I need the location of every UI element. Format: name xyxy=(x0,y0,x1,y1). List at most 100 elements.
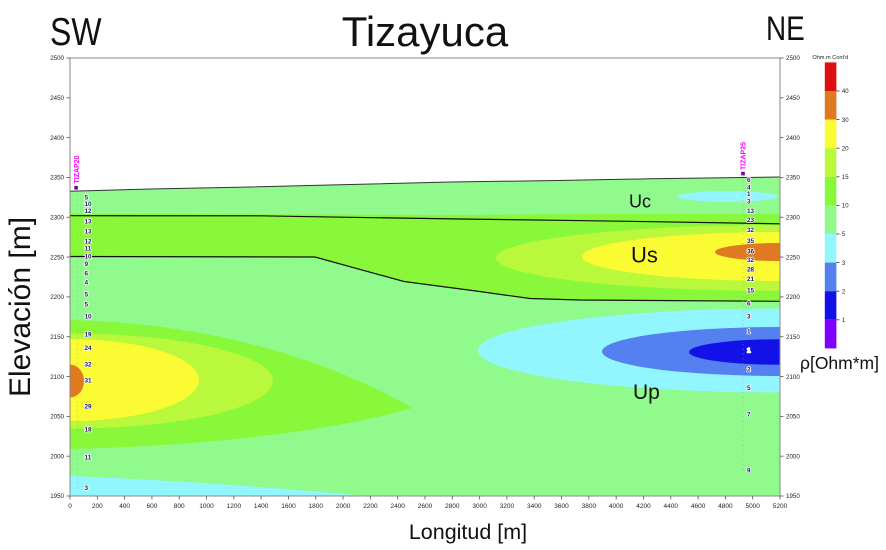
svg-text:15: 15 xyxy=(842,175,849,181)
svg-text:2050: 2050 xyxy=(50,414,64,421)
svg-text:3: 3 xyxy=(842,261,846,267)
svg-text:40: 40 xyxy=(842,89,849,95)
svg-text:2400: 2400 xyxy=(50,135,64,142)
svg-text:2250: 2250 xyxy=(786,254,800,261)
svg-text:3: 3 xyxy=(747,198,751,205)
svg-text:13: 13 xyxy=(85,228,93,235)
svg-text:2800: 2800 xyxy=(445,503,460,510)
svg-text:13: 13 xyxy=(85,218,93,225)
svg-text:2200: 2200 xyxy=(50,294,64,301)
svg-text:9: 9 xyxy=(747,467,751,474)
svg-text:0: 0 xyxy=(68,503,72,510)
svg-text:5: 5 xyxy=(85,291,89,298)
svg-text:1400: 1400 xyxy=(254,503,269,510)
svg-text:2050: 2050 xyxy=(786,414,800,421)
svg-text:2400: 2400 xyxy=(390,503,405,510)
svg-text:3000: 3000 xyxy=(472,503,487,510)
svg-text:2100: 2100 xyxy=(786,374,800,381)
svg-text:4000: 4000 xyxy=(609,503,624,510)
svg-text:2150: 2150 xyxy=(786,334,800,341)
svg-text:36: 36 xyxy=(747,248,755,255)
svg-text:24: 24 xyxy=(85,345,93,352)
svg-text:20: 20 xyxy=(842,146,849,152)
svg-text:1: 1 xyxy=(747,191,751,198)
svg-text:ρ[Ohm*m]: ρ[Ohm*m] xyxy=(800,353,879,373)
svg-text:23: 23 xyxy=(747,217,755,224)
svg-text:10: 10 xyxy=(85,253,93,260)
svg-text:2300: 2300 xyxy=(786,214,800,221)
svg-text:2000: 2000 xyxy=(50,453,64,460)
svg-text:4600: 4600 xyxy=(691,503,706,510)
svg-text:2150: 2150 xyxy=(50,334,64,341)
svg-text:12: 12 xyxy=(85,208,93,215)
svg-text:Ohm.m Cont'd: Ohm.m Cont'd xyxy=(812,55,848,61)
svg-text:1: 1 xyxy=(747,347,751,354)
svg-text:3: 3 xyxy=(85,485,89,492)
svg-text:32: 32 xyxy=(747,227,755,234)
svg-text:3600: 3600 xyxy=(554,503,569,510)
svg-text:Up: Up xyxy=(633,381,660,404)
svg-text:5: 5 xyxy=(85,301,89,308)
svg-text:4800: 4800 xyxy=(718,503,733,510)
svg-text:2200: 2200 xyxy=(786,294,800,301)
svg-text:2350: 2350 xyxy=(50,175,64,182)
svg-text:NE: NE xyxy=(766,9,805,47)
svg-text:4200: 4200 xyxy=(636,503,651,510)
svg-text:1600: 1600 xyxy=(281,503,296,510)
svg-text:6: 6 xyxy=(85,270,89,277)
svg-text:TIZAP20: TIZAP20 xyxy=(74,155,81,183)
svg-text:1950: 1950 xyxy=(786,493,800,500)
svg-text:5000: 5000 xyxy=(745,503,760,510)
svg-text:5: 5 xyxy=(842,232,846,238)
svg-text:28: 28 xyxy=(747,266,755,273)
svg-text:3200: 3200 xyxy=(500,503,515,510)
svg-text:29: 29 xyxy=(85,403,93,410)
svg-text:Longitud [m]: Longitud [m] xyxy=(409,520,527,544)
svg-text:TIZAP25: TIZAP25 xyxy=(741,142,748,170)
svg-text:1950: 1950 xyxy=(50,493,64,500)
svg-text:Elevación [m]: Elevación [m] xyxy=(4,217,37,397)
svg-text:2: 2 xyxy=(747,366,751,373)
svg-text:Us: Us xyxy=(631,243,658,268)
svg-text:2250: 2250 xyxy=(50,254,64,261)
svg-text:1: 1 xyxy=(747,328,751,335)
svg-text:10: 10 xyxy=(85,201,93,208)
svg-text:2450: 2450 xyxy=(786,95,800,102)
svg-text:2000: 2000 xyxy=(336,503,351,510)
svg-text:2450: 2450 xyxy=(50,95,64,102)
svg-text:9: 9 xyxy=(85,261,89,268)
svg-text:3800: 3800 xyxy=(582,503,597,510)
svg-text:6: 6 xyxy=(747,300,751,307)
svg-text:2200: 2200 xyxy=(363,503,378,510)
svg-text:13: 13 xyxy=(747,208,755,215)
svg-text:15: 15 xyxy=(747,287,755,294)
svg-text:4400: 4400 xyxy=(664,503,679,510)
svg-text:2000: 2000 xyxy=(786,453,800,460)
svg-text:2600: 2600 xyxy=(418,503,433,510)
svg-text:400: 400 xyxy=(119,503,130,510)
svg-text:32: 32 xyxy=(85,361,93,368)
svg-text:2: 2 xyxy=(842,289,846,295)
svg-text:600: 600 xyxy=(146,503,157,510)
svg-text:12: 12 xyxy=(85,238,93,245)
svg-text:2350: 2350 xyxy=(786,175,800,182)
svg-text:35: 35 xyxy=(747,238,755,245)
svg-text:10: 10 xyxy=(842,204,849,210)
svg-text:6: 6 xyxy=(747,177,751,184)
svg-text:21: 21 xyxy=(747,276,755,283)
svg-text:19: 19 xyxy=(85,331,93,338)
svg-text:SW: SW xyxy=(50,10,102,54)
svg-text:4: 4 xyxy=(85,279,89,286)
svg-text:2400: 2400 xyxy=(786,135,800,142)
svg-text:1200: 1200 xyxy=(227,503,242,510)
svg-text:11: 11 xyxy=(85,245,92,252)
svg-text:3400: 3400 xyxy=(527,503,542,510)
svg-text:200: 200 xyxy=(92,503,103,510)
svg-text:1800: 1800 xyxy=(309,503,324,510)
svg-text:2300: 2300 xyxy=(50,214,64,221)
svg-text:5: 5 xyxy=(85,194,89,201)
svg-text:7: 7 xyxy=(747,411,751,418)
svg-text:1: 1 xyxy=(842,318,846,324)
svg-text:10: 10 xyxy=(85,313,93,320)
svg-text:4: 4 xyxy=(747,184,751,191)
